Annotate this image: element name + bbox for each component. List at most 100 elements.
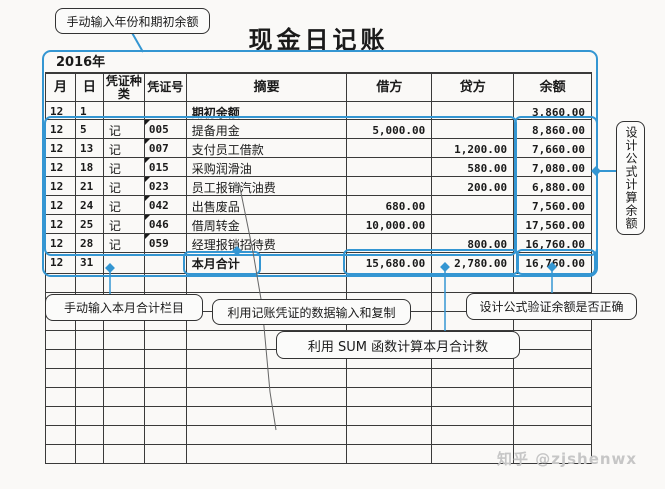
empty-cell [103, 388, 145, 407]
cell-summary: 提备用金 [186, 120, 348, 139]
empty-row [45, 426, 592, 445]
cell-month: 12 [46, 253, 76, 274]
header-cell-voucher-no: 凭证号 [144, 74, 187, 102]
empty-cell [46, 274, 76, 293]
empty-cell [514, 426, 592, 445]
empty-cell [75, 369, 104, 388]
empty-cell [144, 274, 187, 293]
table-row: 12 28 记 059 经理报销招待费 800.00 16,760.00 [45, 234, 592, 253]
empty-cell [144, 312, 187, 331]
empty-cell [144, 331, 187, 350]
empty-cell [144, 407, 187, 426]
cell-debit: 680.00 [347, 196, 433, 215]
empty-cell [103, 369, 145, 388]
cell-summary: 采购润滑油 [186, 158, 348, 177]
empty-cell [347, 369, 433, 388]
empty-row [45, 369, 592, 388]
cell-voucher-no [144, 253, 187, 274]
empty-cell [103, 274, 145, 293]
empty-cell [75, 274, 104, 293]
empty-cell [46, 388, 76, 407]
header-cell-day: 日 [75, 74, 104, 102]
table-row: 12 18 记 015 采购润滑油 580.00 7,080.00 [45, 158, 592, 177]
empty-cell [347, 312, 433, 331]
empty-cell [347, 407, 433, 426]
empty-cell [75, 388, 104, 407]
cell-balance: 6,880.00 [514, 177, 592, 196]
empty-cell [186, 274, 348, 293]
empty-cell [75, 331, 104, 350]
cell-day: 24 [75, 196, 104, 215]
cell-balance: 7,660.00 [514, 139, 592, 158]
header-cell-month: 月 [46, 74, 76, 102]
cell-day: 21 [75, 177, 104, 196]
empty-cell [432, 350, 515, 369]
cell-credit: 580.00 [432, 158, 515, 177]
ledger-sheet: 2016年 月 日 凭证种类 凭证号 摘要 借方 贷方 余额 12 1 期初余额… [45, 53, 592, 464]
empty-cell [514, 312, 592, 331]
empty-cell [46, 350, 76, 369]
cell-debit [347, 139, 433, 158]
cell-voucher-no: 042 [144, 196, 187, 215]
cell-debit: 10,000.00 [347, 215, 433, 234]
empty-cell [75, 350, 104, 369]
cell-voucher-type [103, 102, 145, 120]
watermark: 知乎 @zjshenwx [497, 450, 638, 468]
callout-sum-function: 利用 SUM 函数计算本月合计数 [276, 331, 520, 359]
cell-day: 25 [75, 215, 104, 234]
cell-balance: 8,860.00 [514, 120, 592, 139]
empty-cell [46, 331, 76, 350]
cell-credit [432, 102, 515, 120]
cell-debit [347, 177, 433, 196]
header-cell-voucher-type: 凭证种类 [103, 74, 145, 102]
callout-balance-formula: 设计公式计算余额 [616, 121, 645, 235]
header-row: 月 日 凭证种类 凭证号 摘要 借方 贷方 余额 [45, 72, 592, 102]
empty-cell [144, 350, 187, 369]
empty-cell [347, 445, 433, 464]
cell-month: 12 [46, 215, 76, 234]
empty-cell [186, 426, 348, 445]
empty-cell [144, 426, 187, 445]
cell-debit [347, 102, 433, 120]
cell-voucher-type: 记 [103, 234, 145, 253]
cell-credit [432, 120, 515, 139]
empty-row [45, 445, 592, 464]
empty-cell [432, 407, 515, 426]
cell-debit [347, 234, 433, 253]
empty-cell [514, 407, 592, 426]
empty-cell [144, 388, 187, 407]
empty-row [45, 388, 592, 407]
cell-balance: 7,560.00 [514, 196, 592, 215]
empty-cell [75, 445, 104, 464]
cell-credit [432, 215, 515, 234]
empty-cell [75, 426, 104, 445]
empty-cell [46, 426, 76, 445]
cell-day: 31 [75, 253, 104, 274]
empty-cell [144, 369, 187, 388]
callout-manual-total: 手动输入本月合计栏目 [45, 294, 203, 321]
cell-balance: 3,860.00 [514, 102, 592, 120]
empty-cell [347, 274, 433, 293]
cell-credit: 200.00 [432, 177, 515, 196]
cell-summary: 期初余额 [186, 102, 348, 120]
empty-cell [46, 445, 76, 464]
cell-voucher-no: 059 [144, 234, 187, 253]
cell-voucher-no: 005 [144, 120, 187, 139]
empty-row [45, 274, 592, 293]
cell-month: 12 [46, 196, 76, 215]
empty-cell [103, 426, 145, 445]
cell-credit: 1,200.00 [432, 139, 515, 158]
cell-debit: 15,680.00 [347, 253, 433, 274]
empty-cell [432, 426, 515, 445]
cell-voucher-no: 023 [144, 177, 187, 196]
cell-voucher-no: 007 [144, 139, 187, 158]
cell-voucher-type [103, 253, 145, 274]
empty-cell [46, 312, 76, 331]
empty-cell [46, 369, 76, 388]
cell-voucher-type: 记 [103, 139, 145, 158]
table-row: 12 13 记 007 支付员工借款 1,200.00 7,660.00 [45, 139, 592, 158]
empty-cell [432, 274, 515, 293]
empty-cell [432, 369, 515, 388]
empty-cell [144, 445, 187, 464]
